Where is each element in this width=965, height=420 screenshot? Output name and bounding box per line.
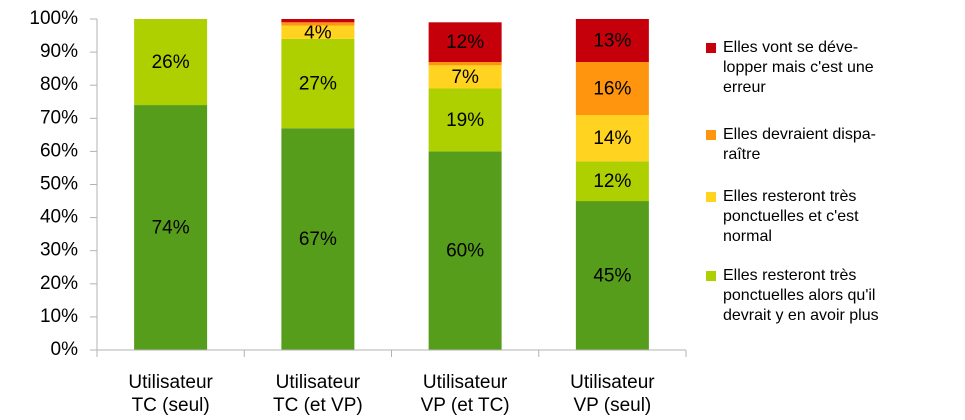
value-label: 13%	[593, 31, 631, 52]
bar-segment	[428, 88, 502, 152]
value-label: 60%	[446, 241, 484, 262]
bar-segment	[575, 114, 649, 162]
value-label: 26%	[152, 52, 190, 73]
value-label: 45%	[593, 266, 631, 287]
x-tick-label: Utilisateur VP (seul)	[570, 372, 655, 416]
legend-entry: Elles resteront très ponctuelles et c'es…	[706, 187, 859, 247]
bar-segment	[428, 22, 502, 63]
value-label: 19%	[446, 110, 484, 131]
y-tick-label: 60%	[40, 140, 78, 161]
x-tick-label: Utilisateur VP (et TC)	[420, 372, 510, 416]
y-tick-label: 80%	[40, 74, 78, 95]
x-tick-label: Utilisateur TC (seul)	[128, 372, 213, 416]
y-tick-label: 0%	[51, 339, 79, 360]
y-tick-label: 10%	[40, 306, 78, 327]
value-label: 14%	[593, 128, 631, 149]
bar-segment	[281, 19, 355, 23]
legend-entry: Elles resteront très ponctuelles alors q…	[706, 266, 879, 326]
y-tick-label: 30%	[40, 240, 78, 261]
bar-segment	[134, 105, 208, 350]
legend-swatch	[706, 43, 716, 53]
y-tick-label: 100%	[29, 8, 78, 29]
bar-segment	[575, 161, 649, 202]
value-label: 27%	[299, 74, 337, 95]
bar-segment	[428, 151, 502, 350]
legend-swatch	[706, 271, 716, 281]
y-tick-label: 50%	[40, 174, 78, 195]
legend-entry: Elles devraient dispa- raître	[706, 125, 876, 165]
bar-segment	[575, 19, 649, 63]
legend-swatch	[706, 192, 716, 202]
value-label: 74%	[152, 218, 190, 239]
value-label: 12%	[446, 32, 484, 53]
bar-segment	[428, 65, 502, 89]
y-tick-label: 40%	[40, 207, 78, 228]
bar-segment	[281, 22, 355, 26]
bar-segment	[575, 201, 649, 350]
value-label: 67%	[299, 229, 337, 250]
bar-segment	[281, 25, 355, 39]
bar-segment	[575, 62, 649, 115]
bar-segment	[428, 62, 502, 66]
bar-segment	[281, 128, 355, 350]
bar-segment	[281, 38, 355, 129]
y-tick-label: 20%	[40, 273, 78, 294]
y-tick-label: 90%	[40, 41, 78, 62]
bar-segment	[134, 19, 208, 106]
value-label: 16%	[593, 79, 631, 100]
y-tick-label: 70%	[40, 107, 78, 128]
value-label: 4%	[304, 22, 332, 43]
value-label: 12%	[593, 171, 631, 192]
value-label: 7%	[451, 67, 479, 88]
legend-entry: Elles vont se déve- lopper mais c'est un…	[706, 38, 874, 98]
legend-swatch	[706, 130, 716, 140]
x-tick-label: Utilisateur TC (et VP)	[273, 372, 363, 416]
